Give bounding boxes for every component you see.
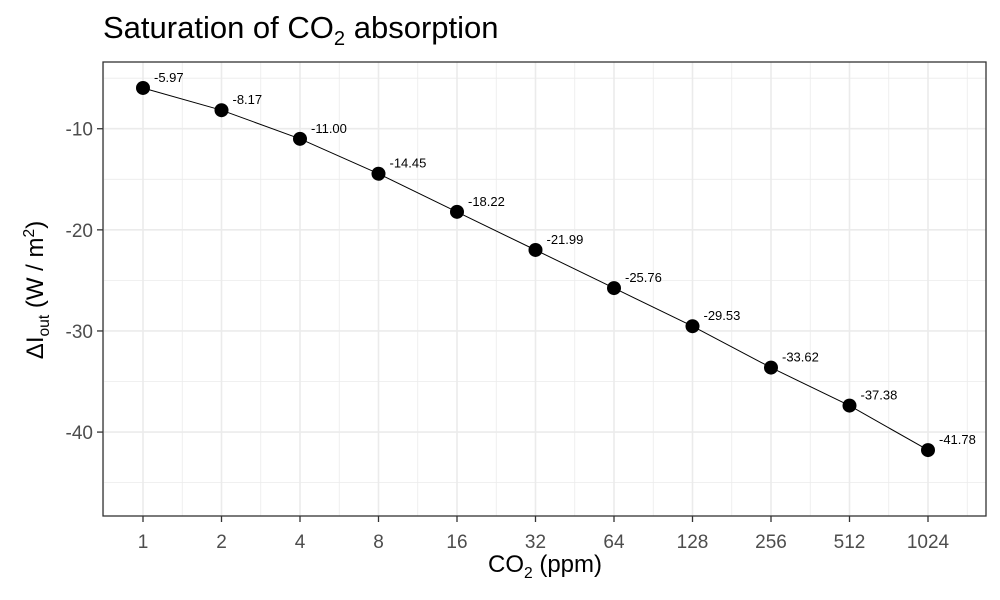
data-point (607, 281, 621, 296)
x-tick-label: 512 (834, 532, 866, 553)
data-point (136, 80, 150, 95)
data-point (450, 204, 464, 219)
data-label: -37.38 (861, 388, 898, 403)
data-label: -41.78 (939, 432, 976, 447)
data-point (214, 103, 229, 118)
x-tick-label: 2 (216, 532, 227, 553)
chart-title: Saturation of CO2 absorption (103, 10, 499, 51)
y-axis-ticks: -10 -20 -30 -40 (66, 120, 103, 444)
data-label: -25.76 (625, 270, 662, 285)
data-point (685, 319, 700, 334)
data-label: -29.53 (704, 308, 741, 323)
data-label: -5.97 (154, 70, 184, 85)
x-tick-label: 256 (755, 532, 787, 553)
x-axis-label: CO2 (ppm) (487, 551, 603, 582)
data-label: -8.17 (233, 92, 263, 107)
data-label: -18.22 (468, 194, 505, 209)
data-labels: -5.97 -8.17 -11.00 -14.45 -18.22 -21.99 -25.76… (154, 70, 976, 447)
data-point (293, 131, 307, 146)
data-label: -21.99 (547, 232, 584, 247)
y-tick-label: -40 (66, 423, 93, 444)
data-point (371, 166, 386, 181)
x-axis-ticks: 1 2 4 8 16 32 64 128 256 512 1024 (138, 516, 950, 553)
x-tick-label: 64 (603, 532, 625, 553)
minor-gridlines (103, 62, 986, 516)
data-point (528, 242, 543, 257)
plot-panel-border (102, 61, 987, 517)
x-tick-label: 32 (525, 532, 546, 553)
data-point (921, 443, 935, 458)
data-label: -14.45 (390, 156, 427, 171)
x-tick-label: 128 (677, 532, 709, 553)
x-tick-label: 16 (446, 532, 467, 553)
x-tick-label: 1 (138, 532, 149, 553)
data-points (136, 80, 935, 458)
y-tick-label: -20 (66, 221, 93, 242)
y-tick-label: -30 (66, 322, 93, 343)
data-point (764, 360, 778, 375)
data-label: -11.00 (311, 121, 347, 136)
data-label: -33.62 (782, 350, 819, 365)
x-tick-label: 4 (295, 532, 306, 553)
y-axis-label: ΔIout (W / m2) (21, 220, 53, 360)
x-tick-label: 8 (373, 532, 384, 553)
y-tick-label: -10 (66, 120, 93, 141)
major-gridlines (103, 62, 986, 516)
x-tick-label: 1024 (907, 532, 950, 553)
data-point (842, 398, 857, 413)
